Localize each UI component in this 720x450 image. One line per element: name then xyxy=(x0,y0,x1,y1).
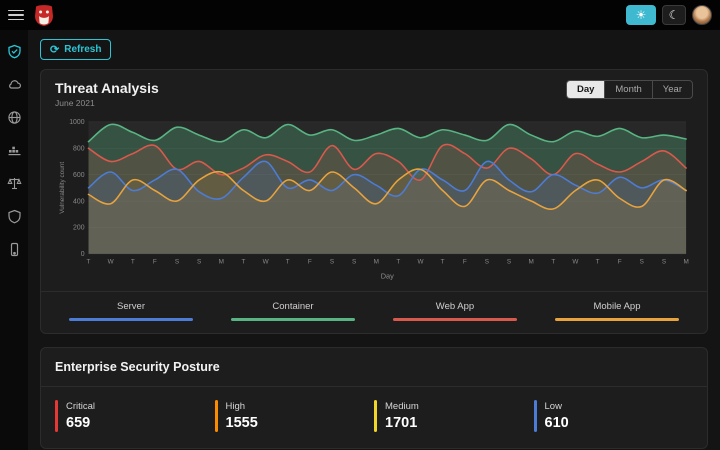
legend-item-mobileapp[interactable]: Mobile App xyxy=(555,301,679,322)
svg-text:T: T xyxy=(551,259,555,266)
stat-high: High 1555 xyxy=(214,400,375,433)
range-tab-group: Day Month Year xyxy=(565,80,693,99)
legend-line-webapp xyxy=(393,318,517,322)
shield-active-icon xyxy=(7,44,21,58)
svg-text:F: F xyxy=(618,259,622,266)
threat-card-subtitle: June 2021 xyxy=(55,98,95,108)
globe-icon xyxy=(7,110,21,124)
threat-analysis-card: Threat Analysis June 2021 Day Month Year… xyxy=(40,69,708,335)
stat-medium: Medium 1701 xyxy=(374,400,534,433)
svg-text:W: W xyxy=(572,259,578,266)
svg-text:M: M xyxy=(374,259,379,266)
cloud-icon xyxy=(8,79,21,89)
refresh-button[interactable]: ⟳ Refresh xyxy=(40,39,112,60)
svg-text:T: T xyxy=(241,259,245,266)
posture-stats: Critical 659 High 1555 Medium 1701 xyxy=(41,387,707,448)
sidebar-item-web[interactable] xyxy=(5,108,23,126)
svg-text:M: M xyxy=(219,259,224,266)
svg-text:T: T xyxy=(87,259,91,266)
svg-text:M: M xyxy=(683,259,688,266)
svg-text:S: S xyxy=(662,259,666,266)
main-content: ⟳ Refresh Threat Analysis June 2021 Day … xyxy=(28,30,720,450)
svg-text:400: 400 xyxy=(73,198,85,205)
legend-item-server[interactable]: Server xyxy=(69,301,193,322)
security-posture-card: Enterprise Security Posture Critical 659… xyxy=(40,347,708,450)
sidebar xyxy=(0,30,28,450)
legend-line-mobileapp xyxy=(555,318,679,322)
app-logo xyxy=(35,5,53,26)
svg-text:S: S xyxy=(330,259,334,266)
threat-chart: 0 200 400 600 800 1000 T W T F S S M T W T F S S M T W T F S S M T W… xyxy=(55,114,693,283)
svg-text:F: F xyxy=(308,259,312,266)
svg-text:S: S xyxy=(507,259,511,266)
moon-icon: ☾ xyxy=(668,8,680,22)
svg-text:S: S xyxy=(352,259,356,266)
svg-text:200: 200 xyxy=(73,225,85,232)
threat-card-title: Threat Analysis xyxy=(55,80,159,96)
mobile-icon xyxy=(10,242,18,256)
svg-text:T: T xyxy=(131,259,135,266)
svg-text:F: F xyxy=(153,259,157,266)
svg-text:W: W xyxy=(417,259,423,266)
stat-bar-high xyxy=(214,400,218,433)
sidebar-item-mobile[interactable] xyxy=(5,240,23,258)
legend-line-server xyxy=(69,318,193,322)
sidebar-item-threat-analysis[interactable] xyxy=(5,42,23,60)
tab-month[interactable]: Month xyxy=(604,81,651,98)
user-avatar[interactable] xyxy=(692,5,712,25)
svg-text:Vulnerability count: Vulnerability count xyxy=(59,162,66,214)
stat-bar-critical xyxy=(55,400,58,433)
svg-text:0: 0 xyxy=(81,251,85,258)
svg-text:S: S xyxy=(197,259,201,266)
svg-text:T: T xyxy=(596,259,600,266)
legend-item-webapp[interactable]: Web App xyxy=(393,301,517,322)
sun-icon: ☀ xyxy=(635,8,647,22)
tab-day[interactable]: Day xyxy=(566,81,605,98)
svg-text:W: W xyxy=(263,259,269,266)
menu-icon[interactable] xyxy=(8,7,24,23)
svg-text:T: T xyxy=(396,259,400,266)
svg-text:600: 600 xyxy=(73,172,85,179)
shield-icon xyxy=(7,209,21,223)
stat-critical: Critical 659 xyxy=(55,400,215,433)
svg-text:1000: 1000 xyxy=(69,119,84,126)
tab-year[interactable]: Year xyxy=(651,81,692,98)
svg-text:S: S xyxy=(485,259,489,266)
svg-text:M: M xyxy=(528,259,533,266)
sidebar-item-cloud[interactable] xyxy=(5,75,23,93)
stat-bar-medium xyxy=(374,400,377,433)
topbar: ☀ ☾ xyxy=(0,0,720,30)
svg-text:S: S xyxy=(175,259,179,266)
svg-text:T: T xyxy=(441,259,445,266)
sidebar-item-security[interactable] xyxy=(5,207,23,225)
chart-legend: Server Container Web App Mobile App xyxy=(41,291,707,333)
docker-icon xyxy=(8,146,20,155)
svg-text:T: T xyxy=(286,259,290,266)
legend-line-container xyxy=(231,318,355,322)
svg-text:800: 800 xyxy=(73,146,85,153)
svg-text:W: W xyxy=(108,259,114,266)
sidebar-item-compliance[interactable] xyxy=(5,174,23,192)
scales-icon xyxy=(6,177,22,189)
svg-text:F: F xyxy=(463,259,467,266)
legend-item-container[interactable]: Container xyxy=(231,301,355,322)
stat-bar-low xyxy=(533,400,537,433)
refresh-label: Refresh xyxy=(64,44,102,55)
dark-mode-button[interactable]: ☾ xyxy=(662,5,686,25)
stat-low: Low 610 xyxy=(533,400,694,433)
light-mode-button[interactable]: ☀ xyxy=(626,5,656,25)
refresh-icon: ⟳ xyxy=(50,44,60,56)
sidebar-item-container[interactable] xyxy=(5,141,23,159)
posture-card-title: Enterprise Security Posture xyxy=(41,348,707,388)
svg-text:Day: Day xyxy=(381,271,394,280)
svg-text:S: S xyxy=(640,259,644,266)
